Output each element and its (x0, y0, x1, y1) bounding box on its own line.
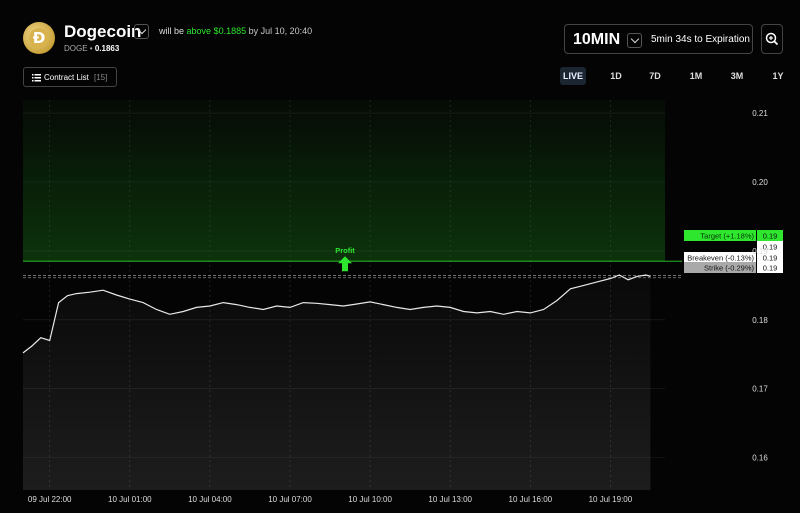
current-price: 0.1863 (94, 44, 120, 53)
x-tick-label: 10 Jul 01:00 (108, 495, 152, 504)
timeframe-1d[interactable]: 1D (610, 71, 622, 81)
price-line (22, 274, 651, 354)
reference-label: Breakeven (-0.13%) (687, 254, 754, 263)
prediction-target-price: $0.1885 (213, 26, 247, 36)
prediction-direction: above (186, 26, 212, 36)
reference-value-label: 0.19 (763, 232, 778, 241)
contract-count: [15] (94, 73, 108, 82)
interval-label: 10MIN (573, 31, 621, 48)
y-tick-label: 0.16 (752, 454, 768, 463)
timeframe-3m[interactable]: 3M (730, 71, 744, 81)
expiration-countdown: 5min 34s to Expiration (651, 34, 750, 45)
list-icon (32, 74, 41, 82)
x-tick-label: 10 Jul 13:00 (428, 495, 472, 504)
contract-list-label: Contract List (44, 73, 89, 82)
zoom-in-icon (765, 32, 779, 46)
coin-dropdown-button[interactable] (134, 24, 149, 39)
contract-list-button[interactable]: Contract List [15] (23, 67, 117, 87)
profit-marker: Profit (335, 246, 355, 272)
reference-value-label: 0.19 (763, 254, 778, 263)
reference-value-label: 0.19 (763, 264, 778, 273)
timeframe-7d[interactable]: 7D (649, 71, 661, 81)
profit-label: Profit (335, 246, 355, 255)
reference-label-bg (684, 252, 756, 263)
y-tick-label: 0.18 (752, 316, 768, 325)
timeframe-1m[interactable]: 1M (689, 71, 703, 81)
timeframe-live[interactable]: LIVE (560, 67, 586, 85)
reference-label: Target (+1.18%) (700, 232, 754, 241)
y-tick-label: 0.21 (752, 109, 768, 118)
zoom-button[interactable] (761, 24, 783, 54)
y-tick-label: 0.19 (752, 247, 768, 256)
x-tick-label: 10 Jul 10:00 (348, 495, 392, 504)
y-tick-label: 0.17 (752, 385, 768, 394)
timeframe-1y[interactable]: 1Y (772, 71, 784, 81)
prediction-text: will be above $0.1885 by Jul 10, 20:40 (159, 26, 312, 36)
reference-label: Strike (-0.29%) (704, 264, 755, 273)
profit-zone (23, 100, 665, 262)
coin-title: Dogecoin (64, 22, 142, 41)
reference-value-bg (757, 252, 783, 263)
expiry-selector[interactable]: 10MIN 5min 34s to Expiration (564, 24, 753, 54)
x-tick-label: 10 Jul 04:00 (188, 495, 232, 504)
prediction-deadline: by Jul 10, 20:40 (248, 26, 313, 36)
reference-label-bg (684, 230, 756, 241)
ticker-line: DOGE • 0.1863 (64, 44, 119, 53)
arrow-up-icon (338, 256, 352, 272)
current-price-tag-bg (757, 241, 783, 252)
ticker-separator: • (89, 44, 93, 53)
x-tick-label: 10 Jul 19:00 (589, 495, 633, 504)
reference-value-bg (757, 262, 783, 273)
dogecoin-logo: Ð (23, 22, 55, 54)
x-tick-label: 10 Jul 07:00 (268, 495, 312, 504)
y-tick-label: 0.20 (752, 178, 768, 187)
current-price-tag: 0.19 (763, 243, 778, 252)
price-area-fill (23, 275, 651, 490)
reference-value-bg (757, 230, 783, 241)
dogecoin-logo-mark: Ð (29, 28, 49, 48)
reference-label-bg (684, 262, 756, 273)
interval-dropdown-button[interactable] (627, 33, 642, 48)
x-tick-label: 09 Jul 22:00 (28, 495, 72, 504)
ticker-symbol: DOGE (64, 44, 88, 53)
prediction-prefix: will be (159, 26, 185, 36)
x-tick-label: 10 Jul 16:00 (509, 495, 553, 504)
